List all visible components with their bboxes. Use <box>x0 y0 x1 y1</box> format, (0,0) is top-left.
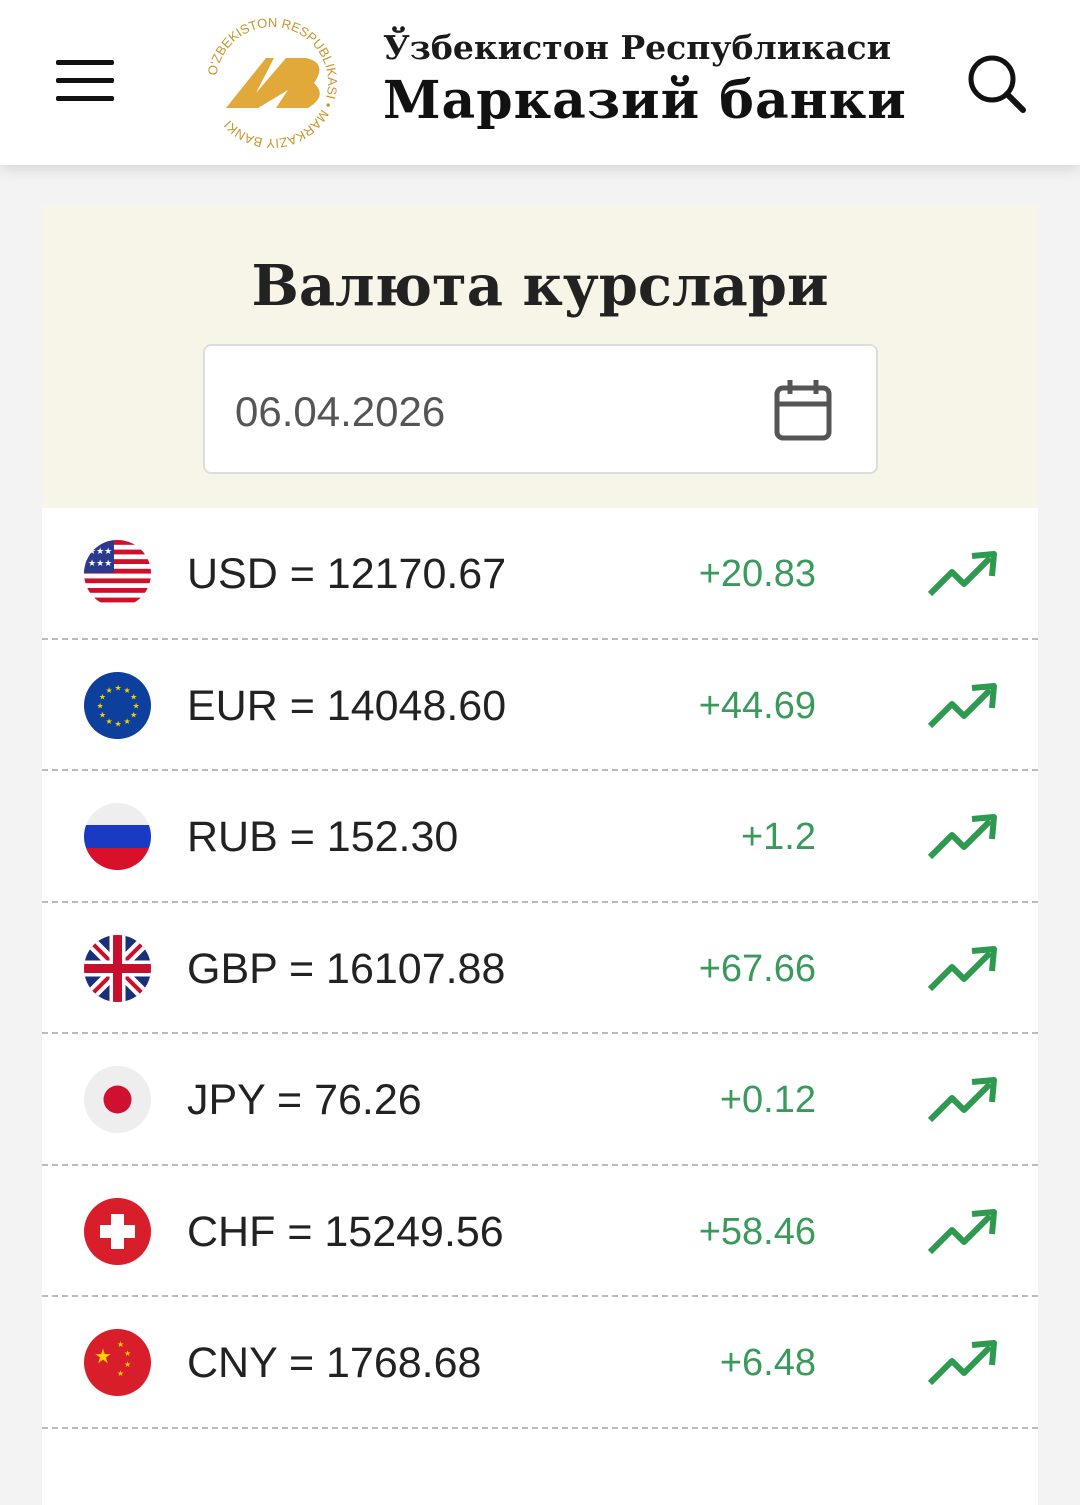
rate-row-gbp[interactable]: GBP = 16107.88 +67.66 <box>42 903 1038 1034</box>
rate-change: +0.12 <box>719 1079 816 1121</box>
calendar-icon[interactable] <box>773 378 833 442</box>
flag-jpy-icon <box>84 1066 151 1133</box>
svg-text:★: ★ <box>117 1340 124 1349</box>
svg-text:★: ★ <box>133 701 140 710</box>
page-title: Валюта курслари <box>251 253 829 319</box>
rate-change: +44.69 <box>698 684 816 727</box>
rate-value: USD = 12170.67 <box>187 550 507 598</box>
svg-text:★: ★ <box>115 683 122 692</box>
rates-card: Валюта курслари 06.04.2026 ★★★ ★★★ USD = … <box>42 205 1038 1505</box>
rate-value: JPY = 76.26 <box>187 1076 422 1124</box>
rate-value: CHF = 15249.56 <box>187 1207 504 1256</box>
rate-row-cny[interactable]: ★ ★ ★ ★ ★ CNY = 1768.68 +6.48 <box>42 1297 1038 1429</box>
svg-text:★: ★ <box>130 710 137 719</box>
rate-row-rub[interactable]: RUB = 152.30 +1.2 <box>42 771 1038 903</box>
rate-change: +6.48 <box>719 1342 816 1384</box>
brand-line2: Марказий банки <box>383 70 907 131</box>
flag-chf-icon <box>84 1197 151 1265</box>
rate-row-eur[interactable]: ★ ★ ★ ★ ★ ★ ★ ★ ★ ★ ★ ★ EUR = 14048.60 +44.69 <box>42 640 1038 771</box>
header: O'ZBEKISTON RESPUBLIKASI • MARKAZIY BANK… <box>0 0 1080 165</box>
rate-value: CNY = 1768.68 <box>187 1339 482 1387</box>
svg-text:★: ★ <box>124 685 131 694</box>
svg-text:★: ★ <box>99 710 106 719</box>
rate-value: GBP = 16107.88 <box>187 944 506 993</box>
svg-text:★: ★ <box>99 692 106 701</box>
svg-text:★: ★ <box>94 1346 112 1368</box>
flag-gbp-icon <box>84 934 151 1002</box>
central-bank-logo[interactable]: O'ZBEKISTON RESPUBLIKASI • MARKAZIY BANK… <box>196 8 348 158</box>
trending-up-icon <box>927 551 997 597</box>
trending-up-icon <box>927 1077 997 1123</box>
svg-text:★: ★ <box>117 1369 124 1378</box>
flag-usd-icon: ★★★ ★★★ <box>84 540 151 607</box>
rate-row-usd[interactable]: ★★★ ★★★ USD = 12170.67 +20.83 <box>42 508 1038 640</box>
search-icon[interactable] <box>965 52 1027 114</box>
svg-text:★: ★ <box>106 685 113 694</box>
svg-text:★: ★ <box>124 717 131 726</box>
rate-change: +20.83 <box>698 553 816 595</box>
svg-text:★: ★ <box>106 717 113 726</box>
svg-text:★: ★ <box>130 692 137 701</box>
brand-line1: Ўзбекистон Республикаси <box>383 28 892 67</box>
svg-text:★: ★ <box>124 1349 131 1358</box>
trending-up-icon <box>927 682 997 728</box>
flag-eur-icon: ★ ★ ★ ★ ★ ★ ★ ★ ★ ★ ★ ★ <box>84 671 151 739</box>
svg-text:★: ★ <box>124 1360 131 1369</box>
rate-change: +58.46 <box>698 1210 816 1253</box>
date-value: 06.04.2026 <box>235 388 446 435</box>
rate-change: +1.2 <box>740 816 816 858</box>
trending-up-icon <box>927 1208 997 1254</box>
svg-text:★★★: ★★★ <box>88 558 112 568</box>
rate-change: +67.66 <box>698 947 816 990</box>
svg-text:★: ★ <box>97 701 104 710</box>
rate-value: EUR = 14048.60 <box>187 681 507 730</box>
rate-row-jpy[interactable]: JPY = 76.26 +0.12 <box>42 1034 1038 1166</box>
rates-list: ★★★ ★★★ USD = 12170.67 +20.83 ★ ★ ★ ★ ★ ★ ★ ★ ★ ★ ★… <box>42 508 1038 1429</box>
rates-header: Валюта курслари 06.04.2026 <box>42 205 1038 508</box>
rate-row-chf[interactable]: CHF = 15249.56 +58.46 <box>42 1166 1038 1297</box>
svg-text:★★★: ★★★ <box>88 546 112 556</box>
trending-up-icon <box>927 1340 997 1386</box>
trending-up-icon <box>927 814 997 860</box>
trending-up-icon <box>927 945 997 991</box>
flag-rub-icon <box>84 803 151 870</box>
flag-cny-icon: ★ ★ ★ ★ ★ <box>84 1329 151 1396</box>
svg-text:★: ★ <box>115 719 122 728</box>
rate-value: RUB = 152.30 <box>187 813 459 861</box>
menu-icon[interactable] <box>56 60 114 102</box>
date-picker[interactable]: 06.04.2026 <box>203 344 878 474</box>
